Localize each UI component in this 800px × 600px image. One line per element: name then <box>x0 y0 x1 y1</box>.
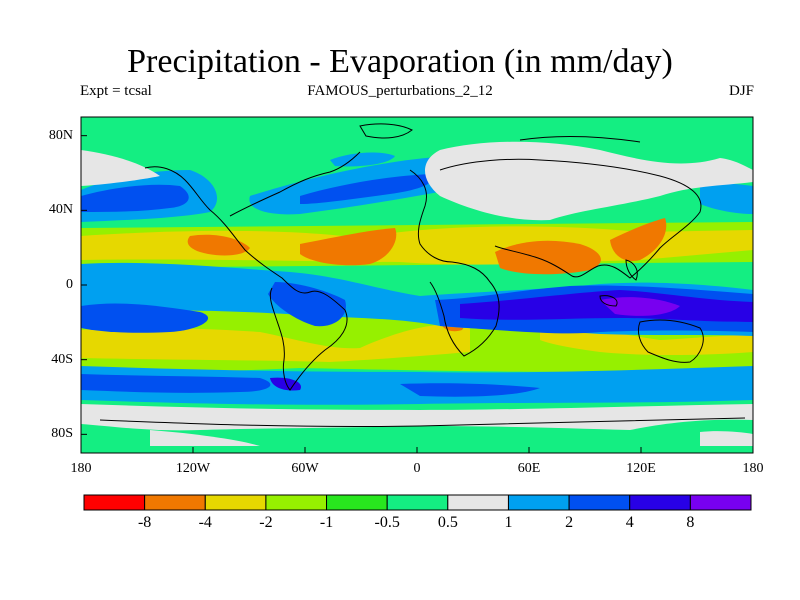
colorbar-swatch <box>568 494 631 511</box>
colorbar-swatch <box>629 494 691 511</box>
southern-storm-tracks <box>81 366 753 405</box>
x-tick-label: 120W <box>175 461 211 476</box>
colorbar-swatch <box>144 494 206 511</box>
colorbar-label: -2 <box>259 514 273 531</box>
experiment-label: Expt = tcsal <box>80 83 152 99</box>
y-tick-label: 40S <box>51 351 73 367</box>
colorbar-label: 1 <box>504 514 513 531</box>
colorbar-label: 8 <box>686 514 695 531</box>
x-tick-label: 180 <box>742 461 764 476</box>
strong-dry-regions <box>187 218 667 332</box>
colorbar-label: 4 <box>625 514 634 531</box>
x-tick-label: 180 <box>70 461 92 476</box>
colorbar-swatch <box>689 494 752 511</box>
colorbar-label: 2 <box>565 514 574 531</box>
season-label: DJF <box>728 83 754 99</box>
colorbar-swatch <box>447 494 509 511</box>
y-tick-label: 0 <box>66 277 73 292</box>
x-tick-marks <box>80 447 754 453</box>
colorbar-label: -1 <box>319 514 334 531</box>
colorbar-swatch <box>326 494 388 511</box>
colorbar-label: 0.5 <box>437 514 458 531</box>
x-tick-label: 60E <box>517 461 541 476</box>
colorbar-label: -4 <box>198 514 212 531</box>
y-tick-marks <box>81 135 87 435</box>
northern-storm-tracks <box>81 152 753 222</box>
x-tick-label: 0 <box>413 461 421 476</box>
colorbar-swatch <box>386 494 449 511</box>
colorbar-label: -0.5 <box>374 514 400 531</box>
x-tick-label: 60W <box>291 461 319 476</box>
colorbar-swatch <box>507 494 570 511</box>
run-label: FAMOUS_perturbations_2_12 <box>307 83 493 99</box>
y-tick-label: 80S <box>51 426 73 442</box>
map-title: Precipitation - Evaporation (in mm/day) <box>127 43 673 80</box>
colorbar-label: -8 <box>137 514 152 531</box>
y-tick-label: 80N <box>48 127 73 143</box>
y-tick-label: 40N <box>48 202 73 218</box>
colorbar-swatch <box>204 494 267 511</box>
colorbar-swatch <box>265 494 328 511</box>
colorbar-swatch <box>83 494 146 511</box>
coastlines <box>99 123 746 428</box>
high-latitude-regions <box>81 141 753 446</box>
x-tick-label: 120E <box>626 461 656 476</box>
